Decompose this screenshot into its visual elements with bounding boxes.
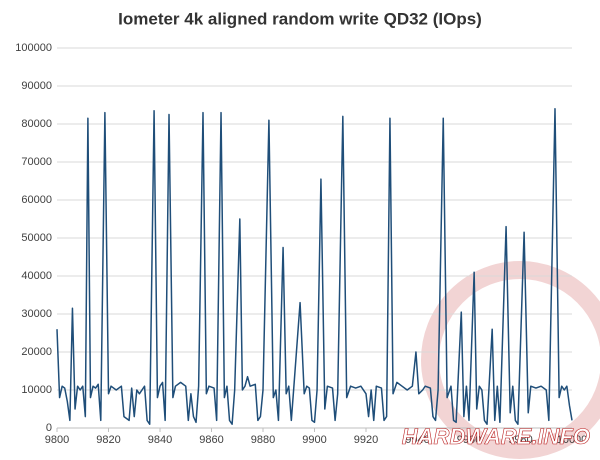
watermark: HARDWARE.INFO <box>402 424 590 449</box>
y-tick-label: 100000 <box>15 42 52 54</box>
x-tick-label: 9820 <box>96 434 120 446</box>
x-tick-label: 9880 <box>251 434 275 446</box>
x-tick-label: 9900 <box>302 434 326 446</box>
x-tick-label: 9800 <box>45 434 69 446</box>
y-tick-label: 80000 <box>21 118 52 130</box>
y-tick-label: 50000 <box>21 232 52 244</box>
x-tick-label: 9980 <box>508 434 532 446</box>
x-tick-label: 9940 <box>405 434 429 446</box>
y-tick-label: 70000 <box>21 156 52 168</box>
chart-title: Iometer 4k aligned random write QD32 (IO… <box>118 9 482 28</box>
plot: 0 10000 20000 30000 40000 50000 60000 70000 8000… <box>15 42 587 446</box>
y-tick-label: 60000 <box>21 194 52 206</box>
y-tick-label: 10000 <box>21 384 52 396</box>
series-line <box>56 108 573 425</box>
y-tick-label: 20000 <box>21 346 52 358</box>
x-tick-label: 9840 <box>148 434 172 446</box>
y-tick-label: 90000 <box>21 80 52 92</box>
x-tick-label: 9960 <box>457 434 481 446</box>
x-tick-label: 10000 <box>557 434 588 446</box>
y-tick-label: 0 <box>46 422 52 434</box>
x-tick-label: 9920 <box>354 434 378 446</box>
watermark-logo <box>421 261 600 459</box>
x-tick-label: 9860 <box>199 434 223 446</box>
y-tick-label: 30000 <box>21 308 52 320</box>
y-tick-label: 40000 <box>21 270 52 282</box>
